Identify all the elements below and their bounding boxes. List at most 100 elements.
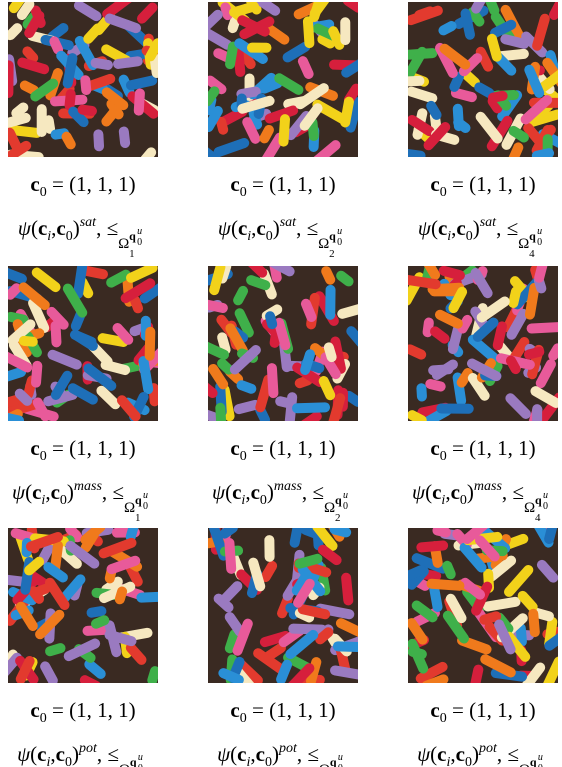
math-subscript: 0 bbox=[240, 185, 247, 200]
math-superscript: pot bbox=[79, 741, 97, 756]
math-omega: Ω bbox=[519, 755, 530, 767]
math-vector: c bbox=[456, 742, 465, 766]
sprinkle bbox=[333, 641, 358, 652]
sprinkle-image bbox=[208, 528, 358, 683]
math-text: , bbox=[296, 216, 301, 240]
sprinkle-image bbox=[408, 528, 558, 683]
caption-line: ψ(ci,c0)sat, ≤Ω4q0u bbox=[383, 208, 562, 252]
math-subscript: 0 bbox=[440, 449, 447, 464]
math-psi: ψ bbox=[217, 742, 230, 766]
caption-line: c0 = (1, 1, 1) bbox=[183, 695, 383, 734]
math-text: , bbox=[102, 480, 107, 504]
math-superscript: u bbox=[137, 217, 142, 247]
math-q: q bbox=[129, 221, 136, 251]
sprinkle bbox=[133, 88, 145, 116]
math-vector: c bbox=[230, 698, 239, 722]
math-subscript: 0 bbox=[266, 229, 273, 244]
sprinkle bbox=[8, 60, 14, 98]
order-subscript: Ω2q0u bbox=[324, 493, 354, 513]
math-superscript: u bbox=[138, 743, 143, 767]
math-text: , bbox=[96, 216, 101, 240]
math-omega: Ω bbox=[324, 493, 335, 523]
caption-line: c0 = (1, 1, 1) bbox=[0, 169, 183, 208]
math-text: = (1, 1, 1) bbox=[452, 172, 536, 196]
math-subscript: 0 bbox=[66, 229, 73, 244]
math-vector: c bbox=[256, 216, 265, 240]
sprinkle bbox=[303, 16, 315, 48]
math-text: = (1, 1, 1) bbox=[252, 436, 336, 460]
math-vector: c bbox=[30, 436, 39, 460]
math-q: q bbox=[535, 485, 542, 515]
sprinkle-image bbox=[8, 2, 158, 157]
math-text: ) bbox=[272, 742, 279, 766]
math-superscript: mass bbox=[474, 479, 502, 494]
math-subscript: 0 bbox=[40, 449, 47, 464]
sprinkle bbox=[37, 104, 47, 137]
math-superscript: u bbox=[143, 481, 148, 511]
sprinkle bbox=[325, 285, 335, 320]
order-subscript: Ω4q0u bbox=[524, 493, 554, 513]
sprinkle bbox=[267, 363, 279, 399]
math-text: = (1, 1, 1) bbox=[252, 172, 336, 196]
math-vector: c bbox=[251, 480, 260, 504]
math-vector: c bbox=[451, 480, 460, 504]
math-superscript: mass bbox=[274, 479, 302, 494]
caption-line: c0 = (1, 1, 1) bbox=[383, 169, 562, 208]
order-subscript: Ω2q0u bbox=[319, 755, 349, 767]
math-vector: c bbox=[38, 216, 47, 240]
math-text: ( bbox=[31, 216, 38, 240]
math-text: ) bbox=[467, 480, 474, 504]
math-omega: Ω bbox=[518, 229, 529, 259]
math-q: q bbox=[335, 485, 342, 515]
caption-line: ψ(ci,c0)pot, ≤Ω1q0u bbox=[0, 734, 183, 767]
math-omega: Ω bbox=[318, 229, 329, 259]
math-vector: c bbox=[30, 172, 39, 196]
math-relation: ≤ bbox=[107, 216, 119, 240]
sprinkle bbox=[436, 403, 474, 413]
math-subscript: 0 bbox=[65, 755, 72, 767]
math-text: ) bbox=[72, 742, 79, 766]
math-superscript: pot bbox=[479, 741, 497, 756]
order-subscript: Ω4q0u bbox=[519, 755, 549, 767]
math-relation: ≤ bbox=[107, 742, 119, 766]
sprinkle bbox=[416, 383, 427, 402]
caption-line: ψ(ci,c0)sat, ≤Ω2q0u bbox=[183, 208, 383, 252]
math-superscript: pot bbox=[279, 741, 297, 756]
math-omega: Ω bbox=[118, 229, 129, 259]
math-superscript: sat bbox=[280, 215, 296, 230]
math-q: q bbox=[329, 221, 336, 251]
caption-line: c0 = (1, 1, 1) bbox=[0, 695, 183, 734]
math-psi: ψ bbox=[12, 480, 25, 504]
caption-line: ψ(ci,c0)pot, ≤Ω4q0u bbox=[383, 734, 562, 767]
math-relation: ≤ bbox=[507, 742, 519, 766]
caption-line: ψ(ci,c0)mass, ≤Ω1q0u bbox=[0, 472, 183, 516]
math-text: , bbox=[497, 742, 502, 766]
math-text: = (1, 1, 1) bbox=[52, 172, 136, 196]
sprinkle-image bbox=[8, 266, 158, 421]
math-vector: c bbox=[430, 436, 439, 460]
math-subscript: 0 bbox=[60, 493, 67, 508]
math-q: q bbox=[135, 485, 142, 515]
figure-cell: c0 = (1, 1, 1)ψ(ci,c0)pot, ≤Ω2q0u bbox=[183, 528, 383, 767]
math-subscript: 0 bbox=[440, 185, 447, 200]
caption-line: c0 = (1, 1, 1) bbox=[183, 169, 383, 208]
math-psi: ψ bbox=[412, 480, 425, 504]
math-vector: c bbox=[456, 216, 465, 240]
math-superscript: u bbox=[343, 481, 348, 511]
math-relation: ≤ bbox=[307, 216, 319, 240]
math-subscript: 0 bbox=[260, 493, 267, 508]
math-superscript: u bbox=[338, 743, 343, 767]
math-text: = (1, 1, 1) bbox=[252, 698, 336, 722]
sprinkle bbox=[292, 402, 330, 413]
math-vector: c bbox=[30, 698, 39, 722]
math-text: = (1, 1, 1) bbox=[52, 436, 136, 460]
figure-cell: c0 = (1, 1, 1)ψ(ci,c0)mass, ≤Ω2q0u bbox=[183, 266, 383, 516]
math-superscript: u bbox=[337, 217, 342, 247]
sprinkle-image bbox=[408, 2, 558, 157]
caption-line: c0 = (1, 1, 1) bbox=[383, 695, 562, 734]
math-psi: ψ bbox=[418, 216, 431, 240]
math-vector: c bbox=[56, 742, 65, 766]
math-psi: ψ bbox=[218, 216, 231, 240]
